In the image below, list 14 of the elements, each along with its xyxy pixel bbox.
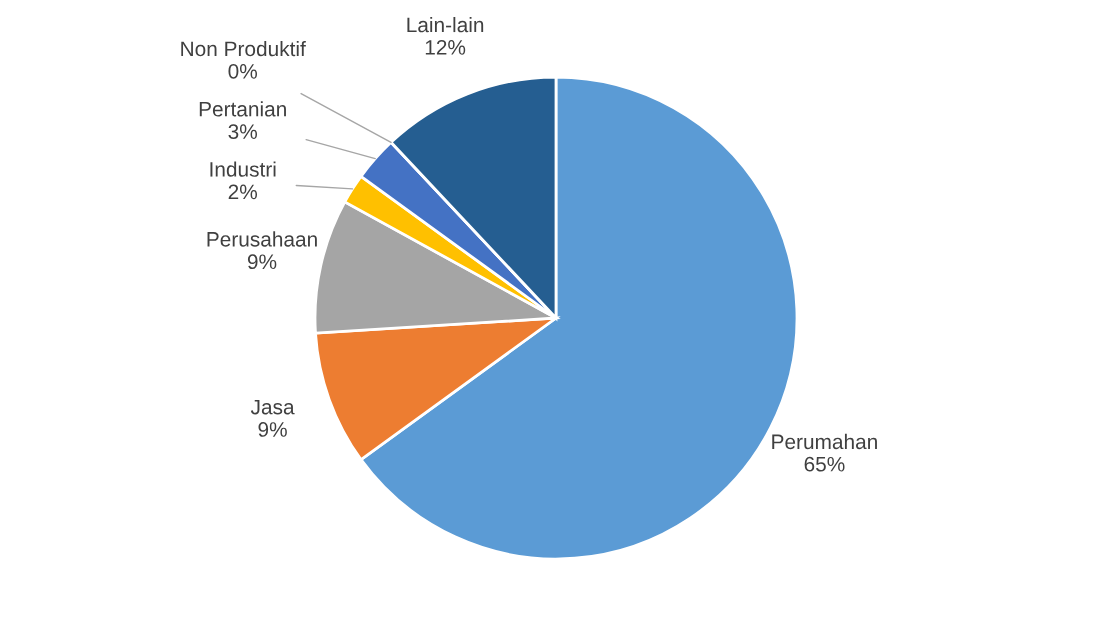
data-label: 12%	[425, 39, 466, 55]
slice-label: Jasa	[250, 399, 295, 415]
data-label: 9%	[258, 422, 287, 437]
slice-label: Lain-lain	[407, 16, 484, 33]
data-label: 9%	[247, 254, 277, 270]
text: 0%	[228, 63, 258, 79]
data-label: 65%	[804, 456, 845, 472]
slice-label: Perumahan	[772, 433, 877, 450]
slice-label: Industri	[210, 161, 276, 177]
data-label: 3%	[228, 124, 258, 139]
slice-label: Pertanian	[199, 101, 286, 117]
category-label: Non Produktif	[181, 40, 306, 57]
slice-label: Perusahaan	[207, 231, 317, 247]
data-label: 2%	[228, 184, 258, 200]
